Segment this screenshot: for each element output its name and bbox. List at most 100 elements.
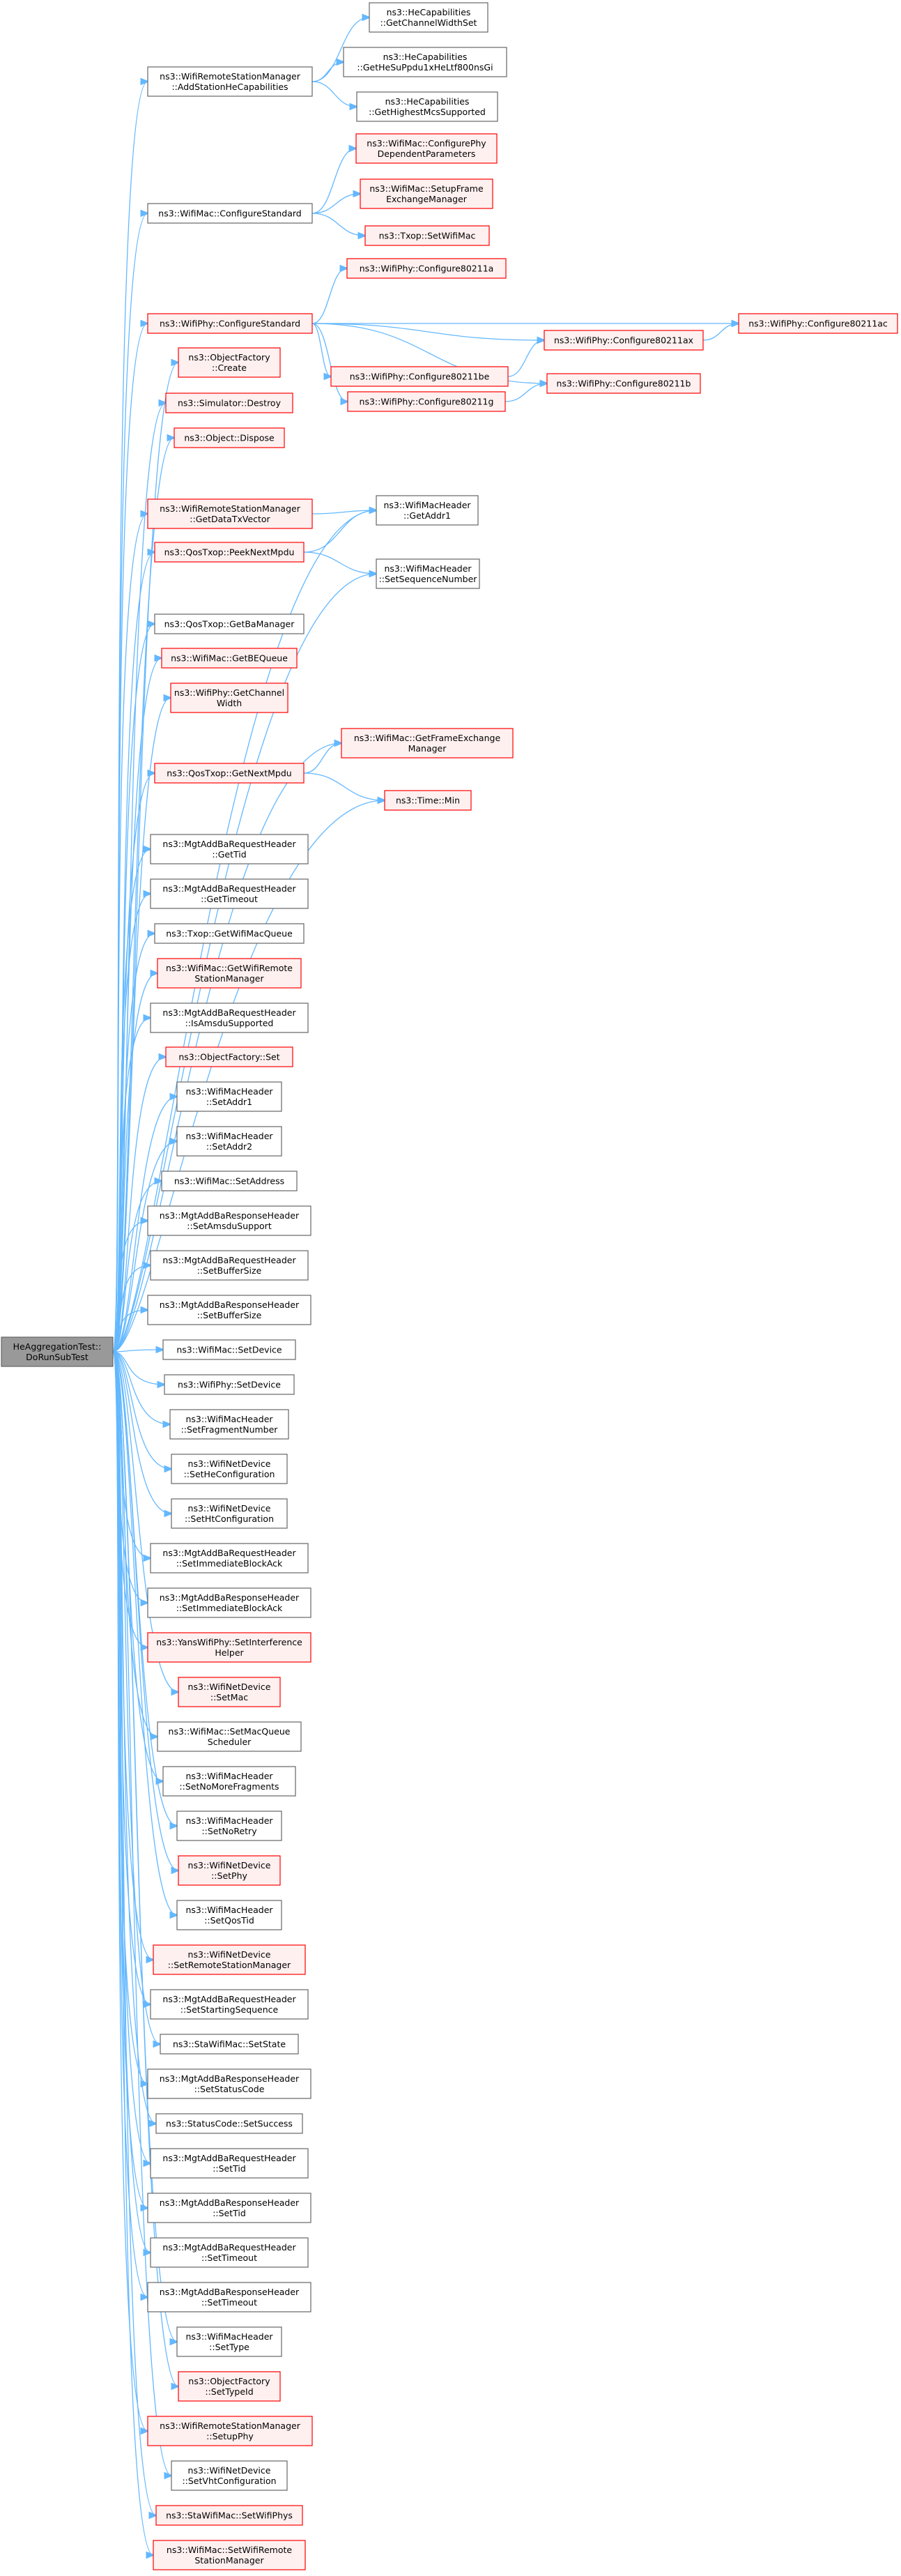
function-node[interactable]: ns3::WifiMac::SetWifiRemoteStationManage…	[153, 2540, 306, 2570]
node-box[interactable]	[154, 923, 305, 944]
node-box[interactable]	[147, 2193, 311, 2223]
node-box[interactable]	[153, 1944, 306, 1975]
node-box[interactable]	[178, 1855, 281, 1886]
node-box[interactable]	[343, 47, 507, 77]
function-node[interactable]: ns3::HeCapabilities::GetChannelWidthSet	[369, 2, 488, 33]
node-box[interactable]	[153, 2540, 306, 2570]
function-node[interactable]: ns3::QosTxop::PeekNextMpdu	[154, 542, 305, 563]
node-box[interactable]	[150, 1250, 309, 1281]
function-node[interactable]: ns3::HeCapabilities::GetHighestMcsSuppor…	[356, 91, 498, 122]
function-node[interactable]: ns3::WifiMacHeader::SetSequenceNumber	[376, 558, 480, 589]
function-node[interactable]: ns3::WifiPhy::Configure80211be	[330, 366, 509, 387]
node-box[interactable]	[154, 763, 305, 784]
node-box[interactable]	[165, 393, 293, 413]
function-node[interactable]: ns3::WifiMac::SetAddress	[161, 1171, 298, 1191]
function-node[interactable]: ns3::WifiMac::GetWifiRemoteStationManage…	[157, 958, 302, 989]
function-node[interactable]: ns3::WifiNetDevice::SetHeConfiguration	[171, 1454, 288, 1484]
node-box[interactable]	[176, 2326, 282, 2357]
function-node[interactable]: ns3::MgtAddBaRequestHeader::SetImmediate…	[150, 1543, 309, 1573]
function-node[interactable]: ns3::WifiNetDevice::SetRemoteStationMana…	[153, 1944, 306, 1975]
function-node[interactable]: ns3::WifiPhy::SetDevice	[164, 1374, 295, 1395]
node-box[interactable]	[369, 2, 488, 33]
function-node[interactable]: ns3::MgtAddBaResponseHeader::SetStatusCo…	[147, 2068, 311, 2099]
function-node[interactable]: ns3::QosTxop::GetNextMpdu	[154, 763, 305, 784]
node-box[interactable]	[169, 1409, 289, 1440]
function-node[interactable]: ns3::WifiMac::SetDevice	[162, 1339, 296, 1360]
node-box[interactable]	[150, 1003, 309, 1033]
function-node[interactable]: ns3::MgtAddBaResponseHeader::SetTimeout	[147, 2282, 311, 2312]
node-box[interactable]	[157, 1721, 302, 1752]
function-node[interactable]: ns3::WifiNetDevice::SetHtConfiguration	[171, 1498, 288, 1529]
function-node[interactable]: ns3::MgtAddBaRequestHeader::SetTimeout	[150, 2237, 309, 2268]
function-node[interactable]: ns3::WifiMacHeader::GetAddr1	[376, 495, 479, 526]
function-node[interactable]: ns3::StaWifiMac::SetState	[160, 2034, 299, 2055]
node-box[interactable]	[165, 1046, 293, 1067]
function-node[interactable]: ns3::Txop::SetWifiMac	[364, 225, 490, 246]
function-node[interactable]: ns3::WifiNetDevice::SetPhy	[178, 1855, 281, 1886]
node-box[interactable]	[161, 1171, 298, 1191]
node-box[interactable]	[330, 366, 509, 387]
function-node[interactable]: ns3::WifiMacHeader::SetType	[176, 2326, 282, 2357]
node-box[interactable]	[147, 2282, 311, 2312]
node-box[interactable]	[544, 330, 704, 351]
node-box[interactable]	[162, 1766, 296, 1797]
node-box[interactable]	[147, 498, 313, 529]
function-node[interactable]: ns3::WifiPhy::Configure80211a	[346, 258, 507, 279]
node-box[interactable]	[347, 391, 506, 412]
node-box[interactable]	[147, 2068, 311, 2099]
function-node[interactable]: ns3::WifiRemoteStationManager::GetDataTx…	[147, 498, 313, 529]
node-box[interactable]	[147, 2416, 313, 2446]
node-box[interactable]	[546, 373, 701, 394]
function-node[interactable]: ns3::WifiPhy::GetChannelWidth	[170, 683, 288, 713]
node-box[interactable]	[176, 1811, 282, 1841]
node-box[interactable]	[164, 1374, 295, 1395]
function-node[interactable]: ns3::Time::Min	[384, 790, 472, 811]
function-node[interactable]: ns3::WifiMacHeader::SetQosTid	[176, 1900, 282, 1930]
function-node[interactable]: ns3::Txop::GetWifiMacQueue	[154, 923, 305, 944]
function-node[interactable]: ns3::Simulator::Destroy	[165, 393, 293, 413]
node-box[interactable]	[155, 2505, 303, 2526]
node-box[interactable]	[155, 2113, 303, 2134]
function-node[interactable]: ns3::WifiMacHeader::SetAddr1	[176, 1081, 282, 1112]
node-box[interactable]	[147, 313, 313, 334]
function-node[interactable]: ns3::MgtAddBaRequestHeader::SetBufferSiz…	[150, 1250, 309, 1281]
function-node[interactable]: ns3::QosTxop::GetBaManager	[154, 613, 305, 634]
node-box[interactable]	[147, 203, 313, 224]
node-box[interactable]	[346, 258, 507, 279]
node-box[interactable]	[360, 178, 493, 209]
node-box[interactable]	[171, 2460, 288, 2491]
function-node[interactable]: ns3::MgtAddBaRequestHeader::SetTid	[150, 2148, 309, 2179]
node-box[interactable]	[157, 958, 302, 989]
function-node[interactable]: ns3::WifiMac::GetBEQueue	[161, 648, 298, 669]
function-node[interactable]: ns3::WifiPhy::Configure80211ax	[544, 330, 704, 351]
function-node[interactable]: ns3::MgtAddBaResponseHeader::SetBufferSi…	[147, 1295, 311, 1325]
function-node[interactable]: ns3::MgtAddBaResponseHeader::SetAmsduSup…	[147, 1205, 311, 1236]
node-box[interactable]	[171, 1454, 288, 1484]
function-node[interactable]: ns3::WifiRemoteStationManager::SetupPhy	[147, 2416, 313, 2446]
function-node[interactable]: ns3::StaWifiMac::SetWifiPhys	[155, 2505, 303, 2526]
root-node-box[interactable]	[1, 1336, 114, 1367]
node-box[interactable]	[364, 225, 490, 246]
function-node[interactable]: ns3::WifiPhy::Configure80211b	[546, 373, 701, 394]
node-box[interactable]	[341, 728, 514, 759]
node-box[interactable]	[176, 1081, 282, 1112]
function-node[interactable]: ns3::MgtAddBaResponseHeader::SetImmediat…	[147, 1587, 311, 1618]
node-box[interactable]	[176, 1126, 282, 1157]
node-box[interactable]	[160, 2034, 299, 2055]
function-node[interactable]: ns3::WifiMac::ConfigurePhyDependentParam…	[355, 133, 498, 164]
node-box[interactable]	[174, 427, 285, 448]
node-box[interactable]	[178, 347, 281, 378]
node-box[interactable]	[147, 1587, 311, 1618]
node-box[interactable]	[150, 1543, 309, 1573]
node-box[interactable]	[150, 2237, 309, 2268]
node-box[interactable]	[170, 683, 288, 713]
function-node[interactable]: ns3::WifiMacHeader::SetFragmentNumber	[169, 1409, 289, 1440]
node-box[interactable]	[171, 1498, 288, 1529]
function-node[interactable]: ns3::ObjectFactory::Create	[178, 347, 281, 378]
node-box[interactable]	[147, 1632, 311, 1663]
node-box[interactable]	[376, 495, 479, 526]
function-node[interactable]: ns3::StatusCode::SetSuccess	[155, 2113, 303, 2134]
